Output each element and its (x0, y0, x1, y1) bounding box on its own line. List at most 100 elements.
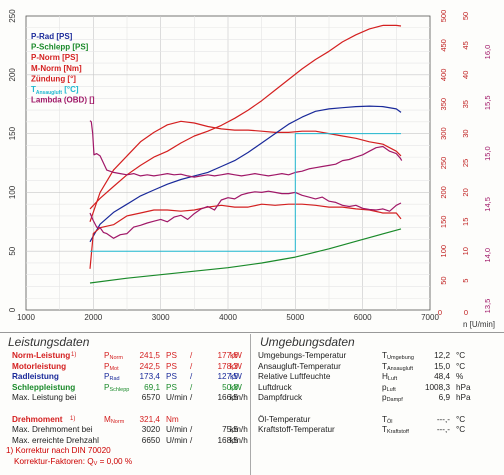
leistung-u1: PS (166, 361, 177, 371)
leistung-sl: / (190, 372, 193, 382)
umgebung-label: Ansaugluft-Temperatur (258, 361, 341, 371)
leistung-u1: U/min (166, 435, 188, 445)
umgebung-row (252, 404, 504, 415)
right-torque-tick: 200 (439, 186, 448, 199)
x-tick-label: 1000 (17, 313, 35, 322)
umgebung-label: Umgebungs-Temperatur (258, 351, 347, 360)
right-torque-tick: 450 (439, 39, 448, 52)
umgebung-row: Kraftstoff-Temperatur TKraftstoff ---,- °C (252, 425, 504, 436)
umgebung-label: Relative Luftfeuchte (258, 372, 331, 382)
right-torque-tick: 50 (439, 276, 448, 284)
section-divider (0, 332, 504, 333)
leistung-u1: Nm (166, 414, 179, 424)
leistung-u2: km/h (230, 425, 248, 435)
right-ignition-tick: 30 (461, 129, 470, 137)
leistung-sl: / (190, 382, 193, 392)
leistung-v2: 127,5 (217, 372, 239, 382)
leistungsdaten-title: Leistungsdaten (8, 335, 90, 349)
umgebung-row: Dampfdruck pDampf 6,9 hPa (252, 393, 504, 404)
left-tick-label: 150 (8, 126, 17, 140)
right-ignition-tick: 25 (461, 159, 470, 167)
right-torque-tick: 100 (439, 245, 448, 258)
x-tick-label: 4000 (219, 313, 237, 322)
leistung-u2: kW (230, 382, 242, 392)
footnote-din: 1) Korrektur nach DIN 70020 (6, 446, 111, 456)
leistung-u2: kW (230, 361, 242, 371)
series-z-ndung (89, 203, 402, 269)
umgebung-label: Öl-Temperatur (258, 414, 311, 424)
umgebung-value: ---,- (436, 414, 450, 424)
leistung-footnote-mark: 1) (71, 352, 77, 358)
right-lambda-tick: 14,0 (483, 248, 492, 263)
umgebungsdaten-title: Umgebungsdaten (260, 335, 355, 349)
umgebung-row: Luftdruck pLuft 1008,3 hPa (252, 383, 504, 394)
legend-entry: Lambda (OBD) [] (31, 96, 95, 105)
leistung-u2: km/h (230, 393, 248, 403)
legend-entry: P-Norm [PS] (31, 53, 78, 62)
leistung-v2: 166,5 (217, 393, 239, 403)
leistung-label: Max. Leistung bei (12, 393, 77, 403)
umgebung-value: 48,4 (434, 372, 450, 382)
legend-entry: P-Rad [PS] (31, 32, 73, 41)
leistung-v1: 3020 (141, 425, 160, 435)
umgebung-unit: °C (456, 351, 466, 360)
right-torque-tick: 350 (439, 98, 448, 111)
umgebung-symbol: TKraftstoff (382, 425, 409, 436)
leistung-label: Schleppleistung (12, 382, 76, 392)
x-tick-label: 2000 (84, 313, 102, 322)
right-lambda-tick: 14,5 (483, 197, 492, 212)
series-lambda (89, 190, 402, 239)
leistung-symbol: PMot (104, 361, 119, 372)
umgebung-symbol: TAnsaugluft (382, 361, 414, 372)
footnote-factor: Korrektur-Faktoren: QV = 0,00 % (14, 456, 133, 467)
right-ignition-tick: 5 (461, 279, 470, 283)
right-lambda-tick: 16,0 (483, 45, 492, 60)
right-lambda-tick: 15,0 (483, 146, 492, 161)
leistung-v2: 168,5 (217, 435, 239, 445)
leistung-u2: kW (230, 372, 242, 382)
leistung-u1: PS (166, 351, 177, 360)
leistung-u2: km/h (230, 435, 248, 445)
umgebung-row: Öl-Temperatur TÖl ---,- °C (252, 415, 504, 426)
leistung-symbol: PSchlepp (104, 382, 130, 393)
leistung-v1: 69,1 (144, 382, 160, 392)
left-tick-label: 0 (8, 307, 17, 312)
leistung-v2: 50,8 (222, 382, 238, 392)
leistung-v1: 6570 (141, 393, 160, 403)
right-ignition-tick: 45 (461, 41, 470, 49)
umgebung-symbol: TUmgebung (382, 351, 414, 361)
leistung-sl: / (190, 361, 193, 371)
series-p-rad (89, 105, 402, 243)
leistung-v1: 173,4 (139, 372, 161, 382)
legend-entry: TAnsaugluft [°C] (31, 85, 79, 96)
umgebung-label: Kraftstoff-Temperatur (258, 425, 335, 435)
umgebung-symbol: TÖl (382, 414, 393, 425)
x-tick-label: 7000 (421, 313, 439, 322)
leistung-label: Radleistung (12, 372, 59, 382)
left-tick-label: 50 (8, 246, 17, 255)
leistung-u1: U/min (166, 393, 188, 403)
legend-entry: P-Schlepp [PS] (31, 43, 89, 52)
x-tick-label: 6000 (354, 313, 372, 322)
left-tick-label: 250 (8, 9, 17, 23)
umgebung-row: Relative Luftfeuchte HLuft 48,4% (252, 372, 504, 383)
leistung-u1: U/min (166, 425, 188, 435)
leistung-footnote-mark: 1) (70, 415, 76, 422)
umgebung-unit: °C (456, 361, 466, 371)
series-p-norm (89, 24, 402, 210)
right-ignition-tick: 10 (461, 247, 470, 255)
leistung-u1: PS (166, 372, 177, 382)
leistung-row: Radleistung PRad 173,4 PS / 127,5 kW (0, 372, 250, 383)
right-lambda-tick: 15,5 (483, 95, 492, 110)
right-torque-tick: 150 (439, 216, 448, 229)
leistung-v1: 242,5 (139, 361, 161, 371)
leistung-row: Max. Leistung bei 6570 U/min/ 166,5 km/h (0, 393, 250, 404)
right-torque-tick: 400 (439, 69, 448, 82)
umgebung-row: Umgebungs-Temperatur TUmgebung 12,2 °C (252, 351, 504, 362)
leistung-symbol: MNorm (104, 414, 125, 425)
leistung-label: Max. Drehmoment bei (12, 425, 93, 435)
leistung-v2: 177,6 (217, 351, 239, 360)
leistung-sl: / (190, 393, 193, 403)
legend-entry: Zündung [°] (31, 74, 76, 83)
